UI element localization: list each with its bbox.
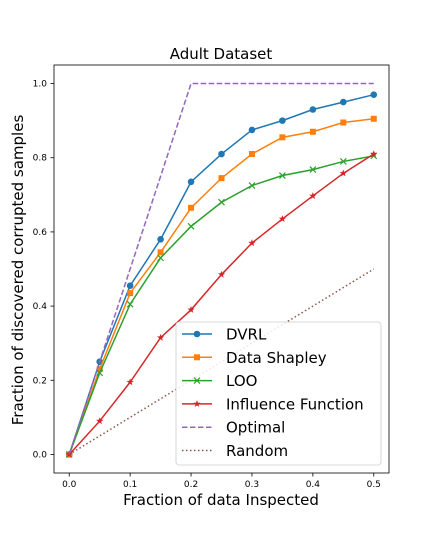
data-point (370, 91, 378, 98)
data-point (188, 204, 195, 211)
legend-label: Influence Function (226, 395, 364, 413)
legend-label: Random (226, 442, 288, 460)
y-axis: 0.0 0.2 0.4 0.6 0.8 1.0 (33, 80, 54, 460)
data-point (370, 115, 377, 122)
series-line-4 (68, 82, 374, 455)
data-point (309, 128, 316, 135)
data-point (126, 282, 134, 289)
data-point (127, 290, 134, 297)
data-point (157, 249, 164, 256)
legend-label: DVRL (226, 326, 267, 344)
data-point (278, 172, 286, 179)
x-axis-label: Fraction of data Inspected (123, 491, 319, 509)
x-axis: 0.0 0.1 0.2 0.3 0.4 0.5 (62, 473, 381, 490)
y-tick-label: 1.0 (33, 80, 48, 90)
series-line-5 (68, 268, 375, 456)
data-point (187, 178, 195, 186)
plot-area (53, 64, 390, 474)
legend-marker (193, 400, 201, 407)
data-point (217, 270, 226, 278)
data-point (279, 117, 286, 124)
data-point (96, 417, 104, 425)
chart-title: Adult Dataset (170, 45, 273, 63)
y-tick-label: 0.4 (33, 302, 48, 312)
data-point (340, 98, 347, 106)
x-tick-label: 0.3 (245, 480, 259, 490)
data-point (248, 151, 255, 158)
legend-label: Data Shapley (226, 349, 327, 367)
x-tick-label: 0.2 (184, 480, 198, 490)
data-point (340, 119, 347, 126)
data-point (126, 300, 134, 308)
x-tick-label: 0.1 (123, 480, 137, 490)
data-point (156, 333, 165, 341)
data-point (187, 306, 195, 313)
y-axis-label: Fraction of discovered corrupted samples (9, 115, 27, 426)
data-point (278, 215, 287, 222)
data-point (187, 222, 195, 230)
data-point (218, 150, 225, 158)
data-point (339, 158, 347, 165)
data-point (248, 239, 256, 247)
data-point (218, 175, 225, 182)
y-tick-label: 0.6 (33, 228, 48, 238)
legend-marker (193, 330, 201, 338)
data-point (157, 254, 165, 262)
data-point (309, 106, 317, 113)
data-point (309, 166, 317, 174)
data-point (309, 192, 317, 200)
data-point (248, 126, 256, 134)
x-tick-label: 0.4 (306, 480, 321, 490)
x-tick-label: 0.5 (367, 480, 381, 490)
legend-box (175, 321, 382, 466)
data-point (157, 236, 164, 243)
legend-marker (194, 354, 200, 361)
legend-label: Optimal (226, 419, 285, 437)
plot-frame (53, 64, 390, 474)
data-point (279, 134, 286, 141)
data-point (370, 150, 378, 158)
data-point (248, 182, 256, 189)
data-point (339, 169, 347, 177)
legend-marker (193, 377, 201, 385)
y-tick-label: 0.2 (33, 376, 47, 386)
data-point (218, 198, 225, 206)
y-tick-label: 0.0 (33, 450, 48, 460)
y-tick-label: 0.8 (33, 154, 48, 164)
data-point (96, 366, 103, 373)
data-point (96, 369, 104, 377)
x-tick-label: 0.0 (62, 480, 77, 490)
data-point (126, 378, 134, 386)
legend-label: LOO (226, 372, 257, 390)
legend: DVRL Data Shapley LOO Influence Function Opt… (175, 321, 382, 466)
